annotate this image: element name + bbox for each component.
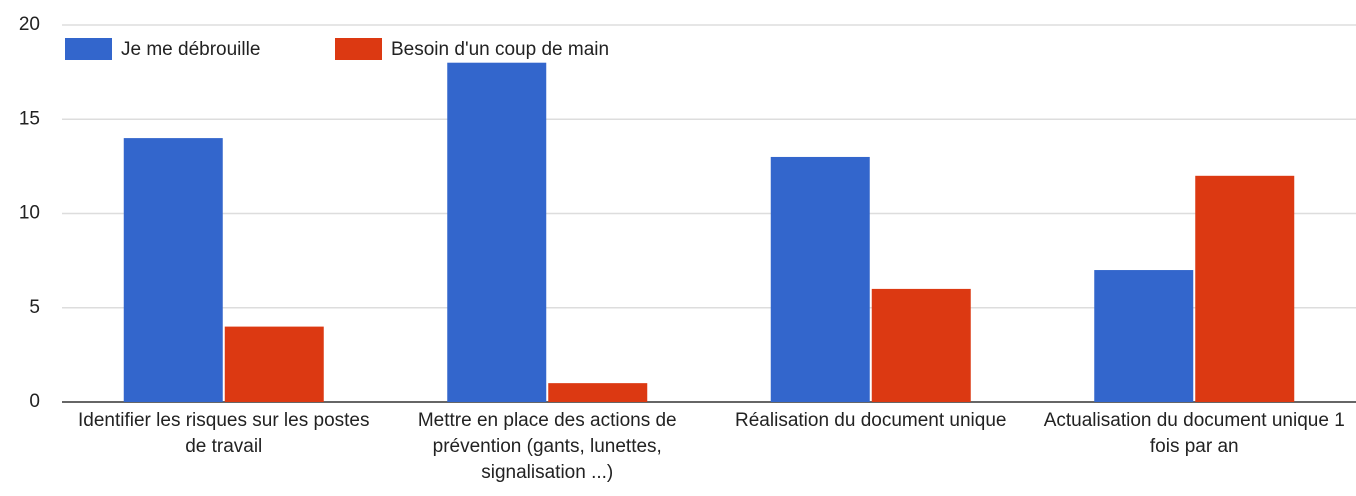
x-tick-label: Mettre en place des actions de préventio… bbox=[417, 410, 677, 483]
bar bbox=[548, 383, 648, 402]
legend-swatch bbox=[335, 38, 382, 60]
y-tick-label: 15 bbox=[19, 108, 40, 129]
bar bbox=[224, 326, 324, 402]
legend-swatch bbox=[65, 38, 112, 60]
legend-label: Besoin d'un coup de main bbox=[391, 39, 609, 60]
x-tick-label: Réalisation du document unique bbox=[735, 410, 1007, 431]
x-tick-label: Actualisation du document unique 1 fois … bbox=[1043, 410, 1345, 457]
bar bbox=[1195, 175, 1295, 402]
x-tick-label: Identifier les risques sur les postes de… bbox=[78, 410, 370, 457]
y-tick-label: 20 bbox=[19, 14, 40, 35]
bar bbox=[770, 156, 870, 402]
bar bbox=[1094, 270, 1194, 402]
y-tick-label: 5 bbox=[29, 297, 40, 318]
y-tick-label: 0 bbox=[29, 391, 40, 412]
legend-label: Je me débrouille bbox=[121, 39, 260, 60]
bar bbox=[447, 62, 547, 402]
y-tick-label: 10 bbox=[19, 203, 40, 224]
bar bbox=[123, 138, 223, 402]
bar bbox=[871, 288, 971, 402]
